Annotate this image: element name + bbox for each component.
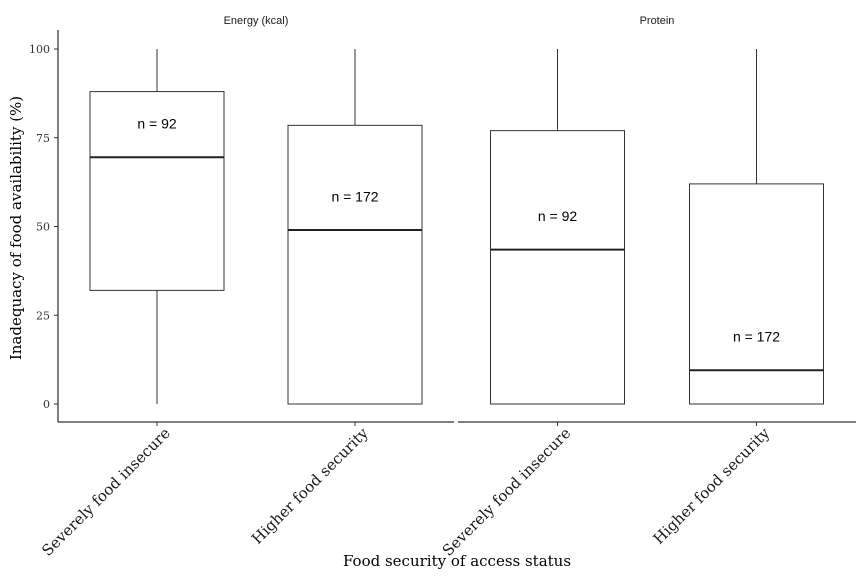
y-tick-label: 25 [36,309,50,322]
facet-strip-title: Energy (kcal) [224,15,289,27]
box-iqr [287,124,423,405]
panels-layer: 0 25 50 75 100 Energy (kcal) n = 92 Severely fo… [29,15,856,560]
sample-size-label: n = 92 [538,208,578,224]
box-iqr [490,130,625,405]
box-iqr [689,183,824,405]
y-tick-label: 75 [36,132,50,145]
sample-size-label: n = 172 [733,329,780,345]
facet-strip-title: Protein [640,15,675,27]
x-axis-title: Food security of access status [343,552,571,570]
box-iqr [89,91,225,291]
sample-size-label: n = 172 [331,188,378,204]
x-tick-label: Severely food insecure [38,424,174,560]
y-axis-title: Inadequacy of food availability (%) [7,96,25,360]
y-tick-label: 0 [43,398,50,411]
x-tick-label: Severely food insecure [439,424,575,560]
sample-size-label: n = 92 [137,116,177,132]
y-tick-label: 50 [36,221,50,234]
y-tick-label: 100 [29,43,50,56]
x-tick-label: Higher food security [248,424,372,548]
x-tick-label: Higher food security [650,424,774,548]
